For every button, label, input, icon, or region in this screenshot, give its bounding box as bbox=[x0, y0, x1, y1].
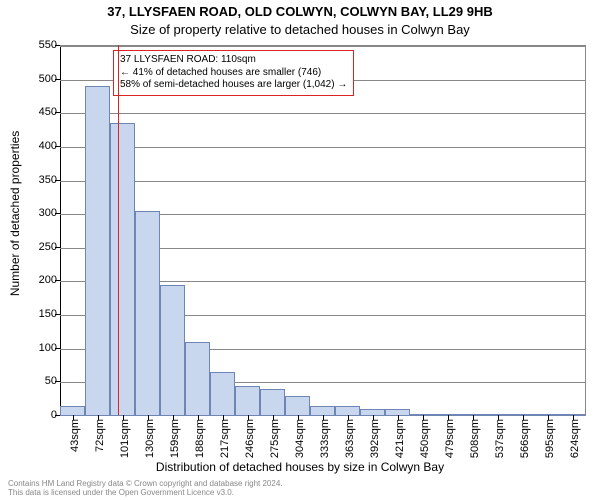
histogram-bar bbox=[135, 211, 160, 416]
y-tick-mark bbox=[55, 348, 60, 349]
x-tick-label: 159sqm bbox=[169, 419, 181, 458]
x-tick-label: 72sqm bbox=[94, 419, 106, 452]
footer-attribution: Contains HM Land Registry data © Crown c… bbox=[8, 480, 283, 498]
grid-line bbox=[60, 46, 585, 47]
x-tick-label: 450sqm bbox=[419, 419, 431, 458]
reference-line bbox=[118, 45, 119, 415]
y-tick-label: 350 bbox=[17, 174, 57, 186]
histogram-bar bbox=[85, 86, 110, 416]
x-tick-mark bbox=[548, 415, 549, 420]
x-tick-mark bbox=[248, 415, 249, 420]
annotation-line: ← 41% of detached houses are smaller (74… bbox=[120, 67, 347, 80]
y-tick-label: 550 bbox=[17, 39, 57, 51]
y-tick-mark bbox=[55, 314, 60, 315]
histogram-bar bbox=[285, 396, 310, 416]
x-tick-mark bbox=[123, 415, 124, 420]
y-tick-mark bbox=[55, 280, 60, 281]
y-tick-label: 500 bbox=[17, 73, 57, 85]
x-tick-label: 188sqm bbox=[194, 419, 206, 458]
x-axis-label: Distribution of detached houses by size … bbox=[0, 460, 600, 474]
x-tick-label: 304sqm bbox=[294, 419, 306, 458]
histogram-bar bbox=[260, 389, 285, 416]
chart-title-line1: 37, LLYSFAEN ROAD, OLD COLWYN, COLWYN BA… bbox=[0, 4, 600, 19]
y-tick-label: 400 bbox=[17, 140, 57, 152]
x-tick-label: 333sqm bbox=[319, 419, 331, 458]
x-tick-label: 479sqm bbox=[444, 419, 456, 458]
x-tick-mark bbox=[223, 415, 224, 420]
y-tick-label: 50 bbox=[17, 375, 57, 387]
y-tick-mark bbox=[55, 112, 60, 113]
x-tick-label: 246sqm bbox=[244, 419, 256, 458]
histogram-bar bbox=[160, 285, 185, 416]
y-tick-mark bbox=[55, 213, 60, 214]
y-tick-label: 0 bbox=[17, 409, 57, 421]
x-tick-mark bbox=[398, 415, 399, 420]
x-tick-label: 421sqm bbox=[394, 419, 406, 458]
x-tick-mark bbox=[198, 415, 199, 420]
x-tick-mark bbox=[273, 415, 274, 420]
x-tick-mark bbox=[473, 415, 474, 420]
annotation-line: 37 LLYSFAEN ROAD: 110sqm bbox=[120, 54, 347, 67]
x-tick-label: 566sqm bbox=[519, 419, 531, 458]
y-tick-label: 200 bbox=[17, 274, 57, 286]
grid-line bbox=[60, 113, 585, 114]
y-tick-label: 100 bbox=[17, 342, 57, 354]
x-tick-label: 595sqm bbox=[544, 419, 556, 458]
histogram-bar bbox=[210, 372, 235, 416]
x-tick-label: 392sqm bbox=[369, 419, 381, 458]
x-tick-mark bbox=[373, 415, 374, 420]
x-tick-mark bbox=[73, 415, 74, 420]
y-tick-mark bbox=[55, 79, 60, 80]
y-tick-mark bbox=[55, 180, 60, 181]
x-tick-mark bbox=[323, 415, 324, 420]
y-tick-label: 250 bbox=[17, 241, 57, 253]
histogram-bar bbox=[110, 123, 135, 416]
x-tick-mark bbox=[298, 415, 299, 420]
y-tick-label: 300 bbox=[17, 207, 57, 219]
x-tick-mark bbox=[523, 415, 524, 420]
annotation-line: 58% of semi-detached houses are larger (… bbox=[120, 79, 347, 92]
x-tick-label: 217sqm bbox=[219, 419, 231, 458]
x-tick-mark bbox=[348, 415, 349, 420]
x-tick-mark bbox=[148, 415, 149, 420]
chart-title-line2: Size of property relative to detached ho… bbox=[0, 22, 600, 37]
y-tick-mark bbox=[55, 415, 60, 416]
y-tick-mark bbox=[55, 146, 60, 147]
y-tick-label: 450 bbox=[17, 106, 57, 118]
plot-area bbox=[60, 45, 586, 416]
y-tick-mark bbox=[55, 45, 60, 46]
x-tick-label: 537sqm bbox=[494, 419, 506, 458]
x-tick-label: 363sqm bbox=[344, 419, 356, 458]
x-tick-label: 101sqm bbox=[119, 419, 131, 458]
histogram-bar bbox=[235, 386, 260, 416]
y-tick-label: 150 bbox=[17, 308, 57, 320]
x-tick-label: 130sqm bbox=[144, 419, 156, 458]
y-tick-mark bbox=[55, 247, 60, 248]
x-tick-mark bbox=[423, 415, 424, 420]
x-tick-mark bbox=[173, 415, 174, 420]
x-tick-label: 275sqm bbox=[269, 419, 281, 458]
grid-line bbox=[60, 181, 585, 182]
grid-line bbox=[60, 147, 585, 148]
y-tick-mark bbox=[55, 381, 60, 382]
x-tick-mark bbox=[98, 415, 99, 420]
x-tick-label: 43sqm bbox=[69, 419, 81, 452]
footer-line: This data is licensed under the Open Gov… bbox=[8, 489, 283, 498]
x-tick-mark bbox=[573, 415, 574, 420]
x-tick-label: 508sqm bbox=[469, 419, 481, 458]
x-tick-mark bbox=[498, 415, 499, 420]
annotation-box: 37 LLYSFAEN ROAD: 110sqm← 41% of detache… bbox=[113, 50, 354, 96]
x-tick-mark bbox=[448, 415, 449, 420]
x-tick-label: 624sqm bbox=[569, 419, 581, 458]
histogram-bar bbox=[185, 342, 210, 416]
